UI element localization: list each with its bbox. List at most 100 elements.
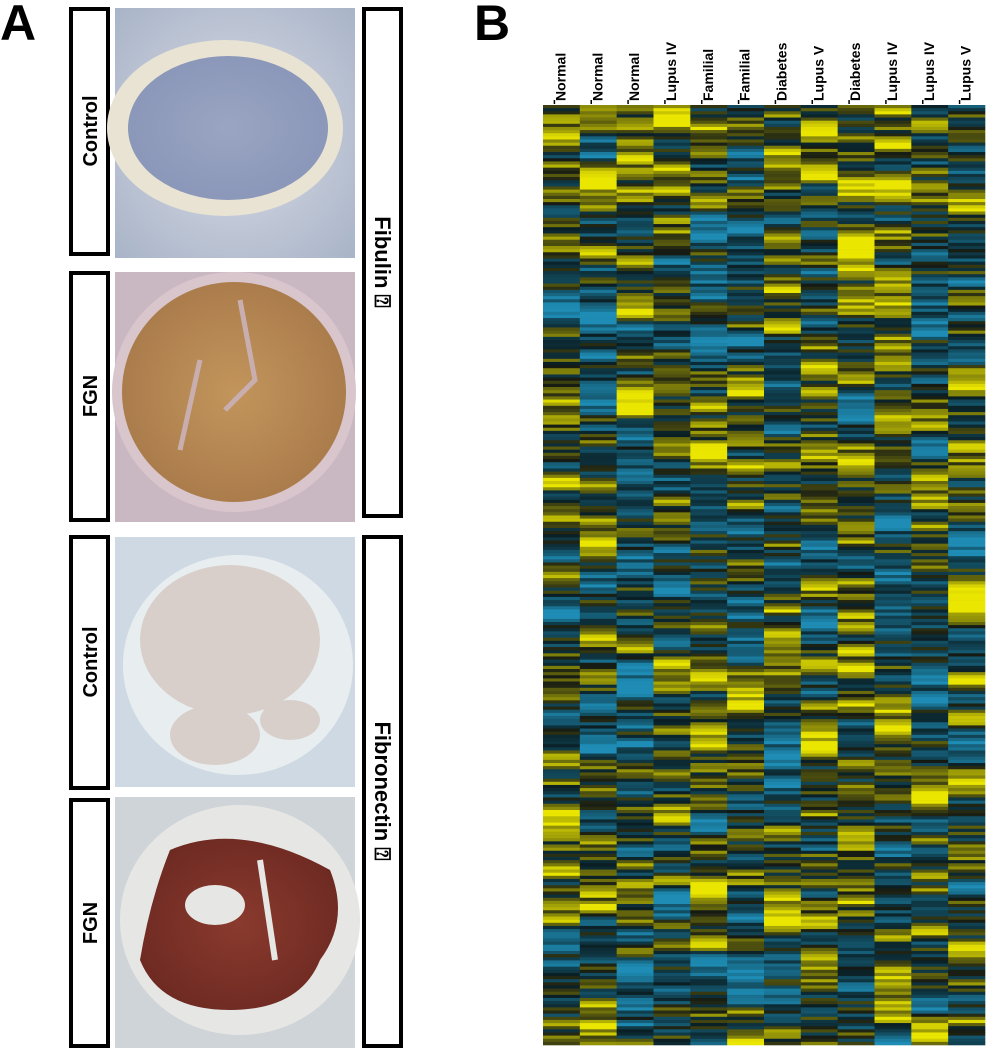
heatmap-cell	[764, 196, 801, 199]
heatmap-cell	[580, 1011, 617, 1014]
heatmap-cell	[727, 772, 764, 775]
heatmap-cell	[764, 844, 801, 847]
heatmap-cell	[764, 506, 801, 509]
heatmap-cell	[617, 340, 654, 343]
heatmap-cell	[875, 177, 912, 180]
heatmap-cell	[948, 343, 985, 346]
heatmap-cell	[617, 515, 654, 518]
heatmap-cell	[838, 349, 875, 352]
heatmap-cell	[727, 165, 764, 168]
heatmap-cell	[580, 863, 617, 866]
heatmap-cell	[690, 854, 727, 857]
heatmap-cell	[654, 108, 691, 111]
heatmap-cell	[764, 666, 801, 669]
heatmap-cell	[801, 669, 838, 672]
heatmap-cell	[617, 415, 654, 418]
heatmap-cell	[838, 813, 875, 816]
heatmap-cell	[654, 531, 691, 534]
heatmap-cell	[727, 932, 764, 935]
heatmap-cell	[654, 174, 691, 177]
heatmap-cell	[654, 299, 691, 302]
heatmap-cell	[543, 349, 580, 352]
heatmap-cell	[948, 951, 985, 954]
heatmap-cell	[875, 750, 912, 753]
heatmap-cell	[911, 747, 948, 750]
heatmap-cell	[617, 403, 654, 406]
heatmap-cell	[654, 594, 691, 597]
heatmap-cell	[911, 318, 948, 321]
heatmap-cell	[690, 829, 727, 832]
heatmap-cell	[727, 130, 764, 133]
heatmap-cell	[654, 315, 691, 318]
heatmap-cell	[801, 290, 838, 293]
heatmap-cell	[948, 641, 985, 644]
heatmap-cell	[690, 1042, 727, 1045]
heatmap-cell	[543, 450, 580, 453]
heatmap-cell	[875, 484, 912, 487]
heatmap-cell	[764, 143, 801, 146]
heatmap-cell	[654, 660, 691, 663]
heatmap-cell	[875, 938, 912, 941]
heatmap-cell	[543, 860, 580, 863]
heatmap-cell	[764, 240, 801, 243]
heatmap-cell	[580, 597, 617, 600]
heatmap-cell	[911, 519, 948, 522]
heatmap-cell	[617, 619, 654, 622]
heatmap-cell	[838, 400, 875, 403]
heatmap-cell	[543, 252, 580, 255]
heatmap-cell	[654, 641, 691, 644]
heatmap-cell	[764, 108, 801, 111]
heatmap-cell	[838, 443, 875, 446]
heatmap-cell	[838, 478, 875, 481]
heatmap-cell	[690, 603, 727, 606]
heatmap-cell	[838, 431, 875, 434]
heatmap-cell	[617, 823, 654, 826]
heatmap-cell	[948, 588, 985, 591]
heatmap-cell	[875, 876, 912, 879]
heatmap-cell	[654, 400, 691, 403]
heatmap-cell	[727, 161, 764, 164]
heatmap-cell	[911, 224, 948, 227]
heatmap-cell	[911, 860, 948, 863]
heatmap-cell	[690, 146, 727, 149]
heatmap-cell	[801, 891, 838, 894]
heatmap-cell	[875, 613, 912, 616]
heatmap-cell	[838, 757, 875, 760]
heatmap-cell	[875, 650, 912, 653]
heatmap-cell	[580, 559, 617, 562]
heatmap-cell	[948, 597, 985, 600]
heatmap-cell	[801, 841, 838, 844]
heatmap-cell	[727, 487, 764, 490]
heatmap-cell	[911, 284, 948, 287]
heatmap-cell	[617, 1001, 654, 1004]
micrograph	[107, 8, 355, 258]
heatmap-cell	[875, 854, 912, 857]
heatmap-cell	[543, 785, 580, 788]
heatmap-cell	[948, 801, 985, 804]
heatmap-cell	[948, 1039, 985, 1042]
heatmap-cell	[654, 926, 691, 929]
heatmap-cell	[617, 870, 654, 873]
heatmap-cell	[911, 312, 948, 315]
heatmap-cell	[580, 562, 617, 565]
heatmap-cell	[654, 447, 691, 450]
heatmap-cell	[543, 854, 580, 857]
heatmap-cell	[911, 544, 948, 547]
heatmap-cell	[911, 898, 948, 901]
heatmap-cell	[617, 860, 654, 863]
heatmap-cell	[543, 447, 580, 450]
heatmap-cell	[911, 277, 948, 280]
heatmap-cell	[764, 384, 801, 387]
heatmap-cell	[911, 393, 948, 396]
heatmap-cell	[617, 265, 654, 268]
heatmap-cell	[838, 447, 875, 450]
heatmap-cell	[580, 1017, 617, 1020]
heatmap-cell	[580, 259, 617, 262]
heatmap-cell	[948, 224, 985, 227]
heatmap-cell	[690, 979, 727, 982]
heatmap-cell	[543, 1020, 580, 1023]
heatmap-cell	[801, 512, 838, 515]
heatmap-cell	[727, 562, 764, 565]
heatmap-cell	[727, 744, 764, 747]
heatmap-cell	[617, 910, 654, 913]
